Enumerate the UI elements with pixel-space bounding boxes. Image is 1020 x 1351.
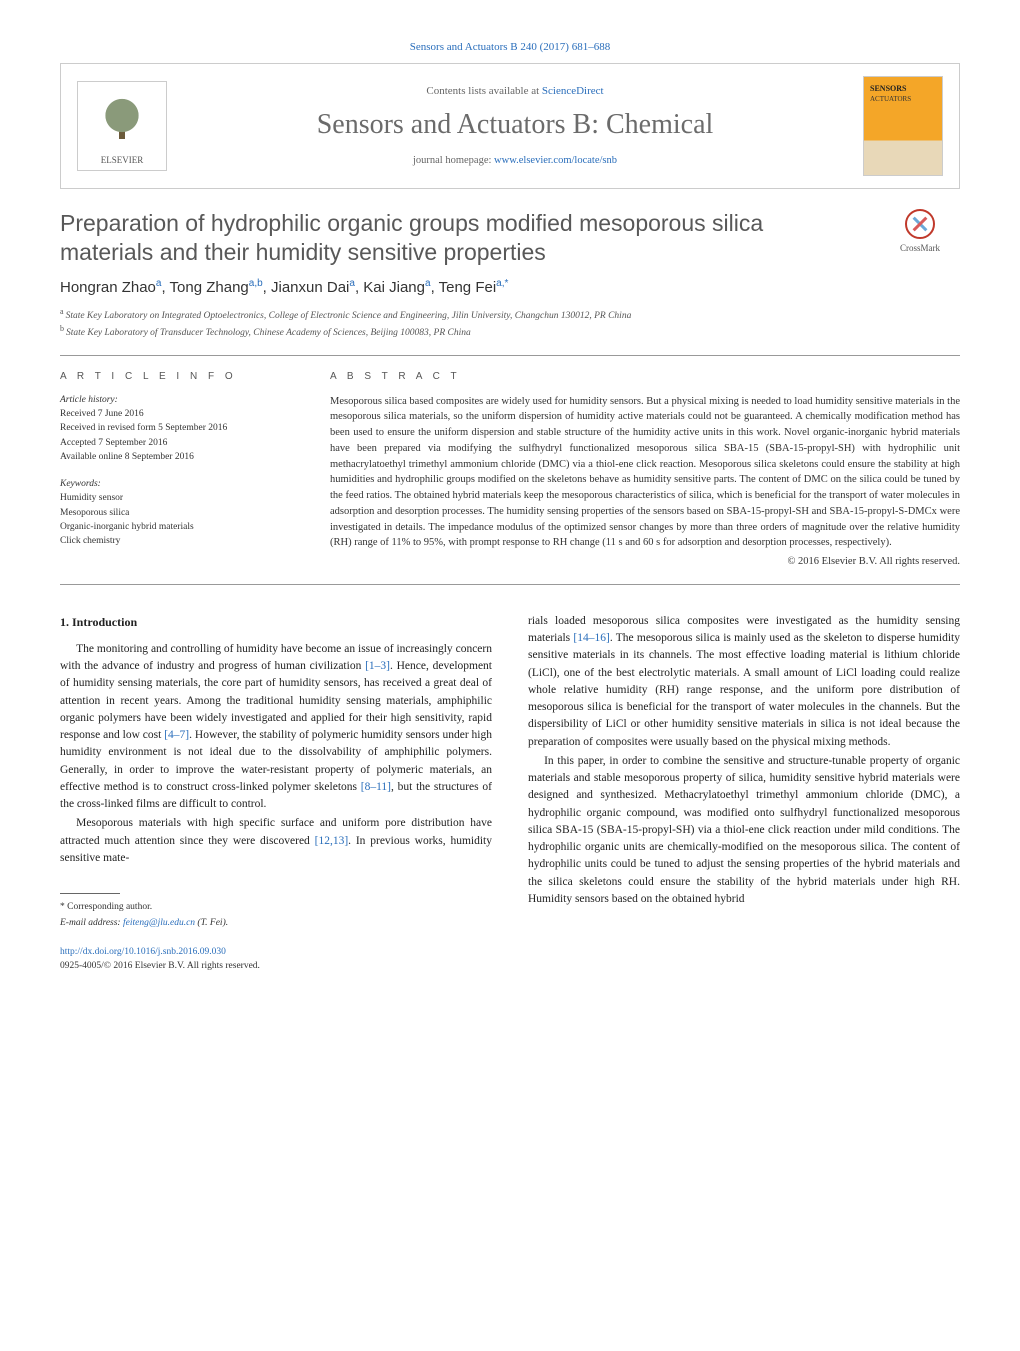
keyword-item: Organic-inorganic hybrid materials (60, 520, 290, 534)
article-info-block: A R T I C L E I N F O Article history: R… (60, 370, 290, 570)
affiliations: aState Key Laboratory on Integrated Opto… (60, 306, 960, 341)
journal-cover-thumbnail: SENSORS ACTUATORS (863, 76, 943, 176)
article-info-heading: A R T I C L E I N F O (60, 370, 290, 384)
email-label: E-mail address: (60, 918, 123, 928)
abstract-copyright: © 2016 Elsevier B.V. All rights reserved… (330, 555, 960, 570)
article-title: Preparation of hydrophilic organic group… (60, 209, 860, 267)
corresponding-label: * Corresponding author. (60, 900, 492, 914)
sciencedirect-link[interactable]: ScienceDirect (542, 85, 604, 97)
abstract-text: Mesoporous silica based composites are w… (330, 394, 960, 552)
divider-rule (60, 584, 960, 585)
article-meta-row: A R T I C L E I N F O Article history: R… (60, 370, 960, 570)
affiliation-b: bState Key Laboratory of Transducer Tech… (60, 323, 960, 340)
publisher-name: ELSEVIER (101, 154, 144, 167)
crossmark-badge[interactable]: CrossMark (880, 209, 960, 255)
body-paragraph: The monitoring and controlling of humidi… (60, 641, 492, 814)
cover-line1: SENSORS (870, 83, 936, 94)
citation-link[interactable]: [12,13] (315, 835, 349, 847)
journal-header: ELSEVIER Contents lists available at Sci… (60, 63, 960, 189)
contents-line: Contents lists available at ScienceDirec… (185, 84, 845, 99)
homepage-link[interactable]: www.elsevier.com/locate/snb (494, 155, 617, 166)
journal-name: Sensors and Actuators B: Chemical (185, 105, 845, 144)
keyword-item: Mesoporous silica (60, 506, 290, 520)
body-columns: 1. Introduction The monitoring and contr… (60, 613, 960, 973)
affiliation-a: aState Key Laboratory on Integrated Opto… (60, 306, 960, 323)
author-list: Hongran Zhaoa, Tong Zhanga,b, Jianxun Da… (60, 277, 960, 298)
citation-link[interactable]: [14–16] (573, 632, 609, 644)
header-center: Contents lists available at ScienceDirec… (185, 84, 845, 169)
abstract-block: A B S T R A C T Mesoporous silica based … (330, 370, 960, 570)
citation-link[interactable]: [1–3] (365, 660, 390, 672)
contents-prefix: Contents lists available at (426, 85, 541, 97)
crossmark-icon (905, 209, 935, 239)
history-item: Accepted 7 September 2016 (60, 436, 290, 450)
body-paragraph: In this paper, in order to combine the s… (528, 753, 960, 908)
crossmark-label: CrossMark (900, 242, 940, 255)
history-label: Article history: (60, 394, 290, 407)
email-link[interactable]: feiteng@jlu.edu.cn (123, 918, 195, 928)
keyword-item: Click chemistry (60, 534, 290, 548)
history-item: Received in revised form 5 September 201… (60, 421, 290, 435)
elsevier-tree-icon (97, 98, 147, 148)
publisher-logo: ELSEVIER (77, 81, 167, 171)
homepage-prefix: journal homepage: (413, 155, 494, 166)
history-item: Received 7 June 2016 (60, 407, 290, 421)
doi-link[interactable]: http://dx.doi.org/10.1016/j.snb.2016.09.… (60, 945, 492, 959)
body-paragraph: rials loaded mesoporous silica composite… (528, 613, 960, 751)
doi-block: http://dx.doi.org/10.1016/j.snb.2016.09.… (60, 945, 492, 974)
email-line: E-mail address: feiteng@jlu.edu.cn (T. F… (60, 916, 492, 930)
running-header: Sensors and Actuators B 240 (2017) 681–6… (60, 40, 960, 55)
footer-divider (60, 893, 120, 894)
citation-link[interactable]: [8–11] (361, 781, 391, 793)
body-paragraph: Mesoporous materials with high specific … (60, 815, 492, 867)
cover-line2: ACTUATORS (870, 95, 936, 105)
citation-link[interactable]: [4–7] (164, 729, 189, 741)
corresponding-author-block: * Corresponding author. E-mail address: … (60, 893, 492, 931)
divider-rule (60, 355, 960, 356)
keywords-label: Keywords: (60, 478, 290, 491)
body-col-right: rials loaded mesoporous silica composite… (528, 613, 960, 973)
issn-line: 0925-4005/© 2016 Elsevier B.V. All right… (60, 959, 492, 973)
abstract-heading: A B S T R A C T (330, 370, 960, 384)
section-heading: 1. Introduction (60, 613, 492, 631)
history-item: Available online 8 September 2016 (60, 450, 290, 464)
body-col-left: 1. Introduction The monitoring and contr… (60, 613, 492, 973)
keyword-item: Humidity sensor (60, 491, 290, 505)
homepage-line: journal homepage: www.elsevier.com/locat… (185, 154, 845, 169)
email-suffix: (T. Fei). (195, 918, 228, 928)
